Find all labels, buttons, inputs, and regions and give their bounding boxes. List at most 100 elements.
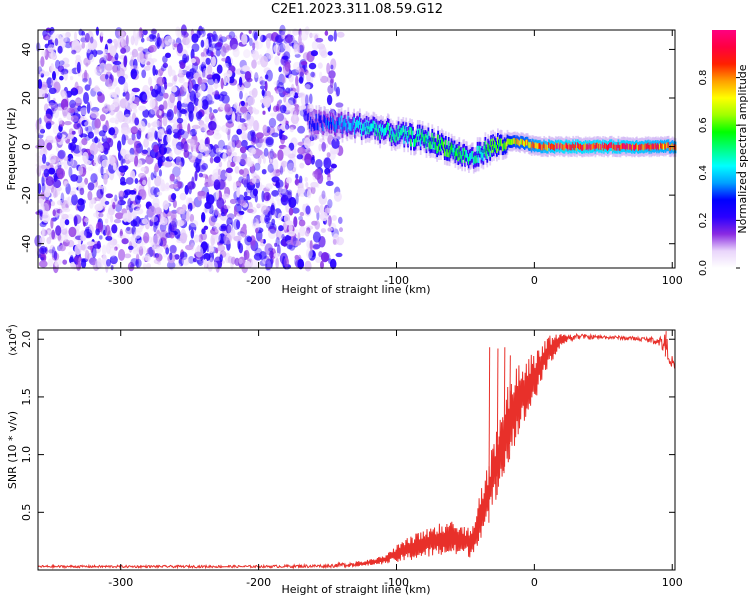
- noise-blob: [225, 34, 233, 40]
- noise-blob: [157, 128, 165, 140]
- noise-blob: [183, 98, 188, 105]
- noise-blob: [173, 74, 178, 82]
- noise-blob: [217, 168, 221, 176]
- ridge-core: [626, 143, 629, 149]
- noise-blob: [40, 81, 48, 91]
- noise-blob: [45, 163, 51, 170]
- noise-blob: [209, 257, 213, 266]
- noise-blob: [158, 85, 165, 97]
- noise-blob: [312, 244, 321, 250]
- noise-blob: [207, 87, 216, 96]
- noise-blob: [318, 45, 327, 57]
- noise-blob: [139, 91, 148, 103]
- noise-blob: [314, 205, 320, 214]
- noise-blob: [320, 75, 329, 83]
- noise-blob: [262, 95, 272, 108]
- noise-blob: [62, 259, 68, 265]
- noise-blob: [162, 100, 168, 110]
- noise-blob: [190, 229, 195, 239]
- noise-blob: [163, 92, 169, 99]
- noise-blob: [182, 53, 188, 64]
- ridge-core: [397, 125, 400, 133]
- noise-blob: [304, 230, 310, 237]
- ridge-core: [414, 139, 416, 147]
- signal-ridge: [306, 104, 677, 174]
- ridge-core: [629, 143, 631, 150]
- snr-y-tick-label: 2.0: [20, 330, 33, 348]
- noise-blob: [236, 128, 242, 135]
- noise-blob: [243, 81, 251, 89]
- noise-blob: [127, 261, 135, 272]
- noise-blob: [123, 150, 131, 161]
- ridge-core: [452, 147, 455, 156]
- noise-blob: [123, 113, 132, 124]
- colorbar-ticks: 0.0 0.2 0.4 0.6 0.8: [698, 70, 740, 276]
- noise-blob: [87, 182, 95, 191]
- noise-blob: [178, 77, 185, 84]
- ridge-core: [501, 143, 504, 152]
- noise-blob: [104, 63, 113, 71]
- noise-blob: [98, 165, 106, 175]
- noise-blob: [227, 117, 234, 124]
- noise-blob: [297, 258, 305, 270]
- ridge-core: [613, 144, 616, 151]
- noise-blob: [74, 244, 82, 256]
- noise-blob: [131, 203, 135, 209]
- noise-blob: [212, 46, 217, 53]
- noise-blob: [189, 153, 197, 161]
- noise-blob: [72, 41, 82, 52]
- ridge-core: [580, 143, 582, 150]
- noise-blob: [68, 251, 75, 256]
- noise-blob: [203, 258, 208, 268]
- snr-panel: -300 -200 -100 0 100 0.5 1.0 1.5 2.0 Height of …: [5, 324, 683, 596]
- noise-blob: [166, 261, 176, 270]
- noise-blob: [285, 123, 290, 130]
- noise-blob: [285, 100, 294, 112]
- ridge-core: [441, 137, 443, 145]
- ridge-core: [318, 113, 321, 122]
- noise-blob: [141, 69, 147, 79]
- noise-blob: [157, 191, 163, 196]
- noise-blob: [36, 155, 43, 164]
- noise-blob: [327, 203, 332, 214]
- noise-blob: [222, 152, 227, 162]
- noise-blob: [242, 223, 247, 232]
- noise-blob: [61, 207, 71, 213]
- noise-blob: [200, 56, 205, 67]
- noise-blob: [125, 100, 134, 111]
- ridge-core: [562, 144, 565, 151]
- noise-blob: [227, 175, 233, 182]
- noise-blob: [223, 75, 227, 86]
- noise-blob: [134, 36, 139, 46]
- noise-blob: [157, 260, 162, 266]
- ridge-core: [454, 151, 457, 160]
- noise-blob: [131, 87, 140, 93]
- noise-blob: [149, 219, 154, 227]
- noise-blob: [45, 161, 50, 166]
- noise-blob: [159, 229, 169, 241]
- ridge-core: [465, 149, 467, 158]
- ridge-core: [609, 142, 612, 149]
- ridge-core: [366, 126, 369, 134]
- heatmap-x-tick-label: -100: [384, 274, 409, 287]
- ridge-core: [623, 143, 626, 150]
- noise-blob: [285, 220, 294, 226]
- noise-blob: [68, 166, 73, 178]
- noise-blob: [67, 196, 71, 207]
- noise-blob: [162, 200, 169, 211]
- noise-blob: [46, 230, 52, 236]
- noise-blob: [251, 177, 257, 184]
- ridge-core: [604, 142, 606, 149]
- heatmap-y-tick-label: -40: [20, 235, 33, 253]
- noise-blob: [215, 228, 219, 233]
- noise-blob: [98, 130, 106, 137]
- ridge-core: [405, 126, 408, 134]
- noise-blob: [77, 198, 85, 206]
- noise-blob: [300, 28, 309, 41]
- noise-blob: [175, 175, 181, 183]
- noise-blob: [40, 56, 45, 68]
- noise-blob: [233, 218, 240, 231]
- noise-blob: [255, 227, 259, 234]
- noise-blob: [138, 105, 147, 112]
- noise-blob: [121, 238, 129, 245]
